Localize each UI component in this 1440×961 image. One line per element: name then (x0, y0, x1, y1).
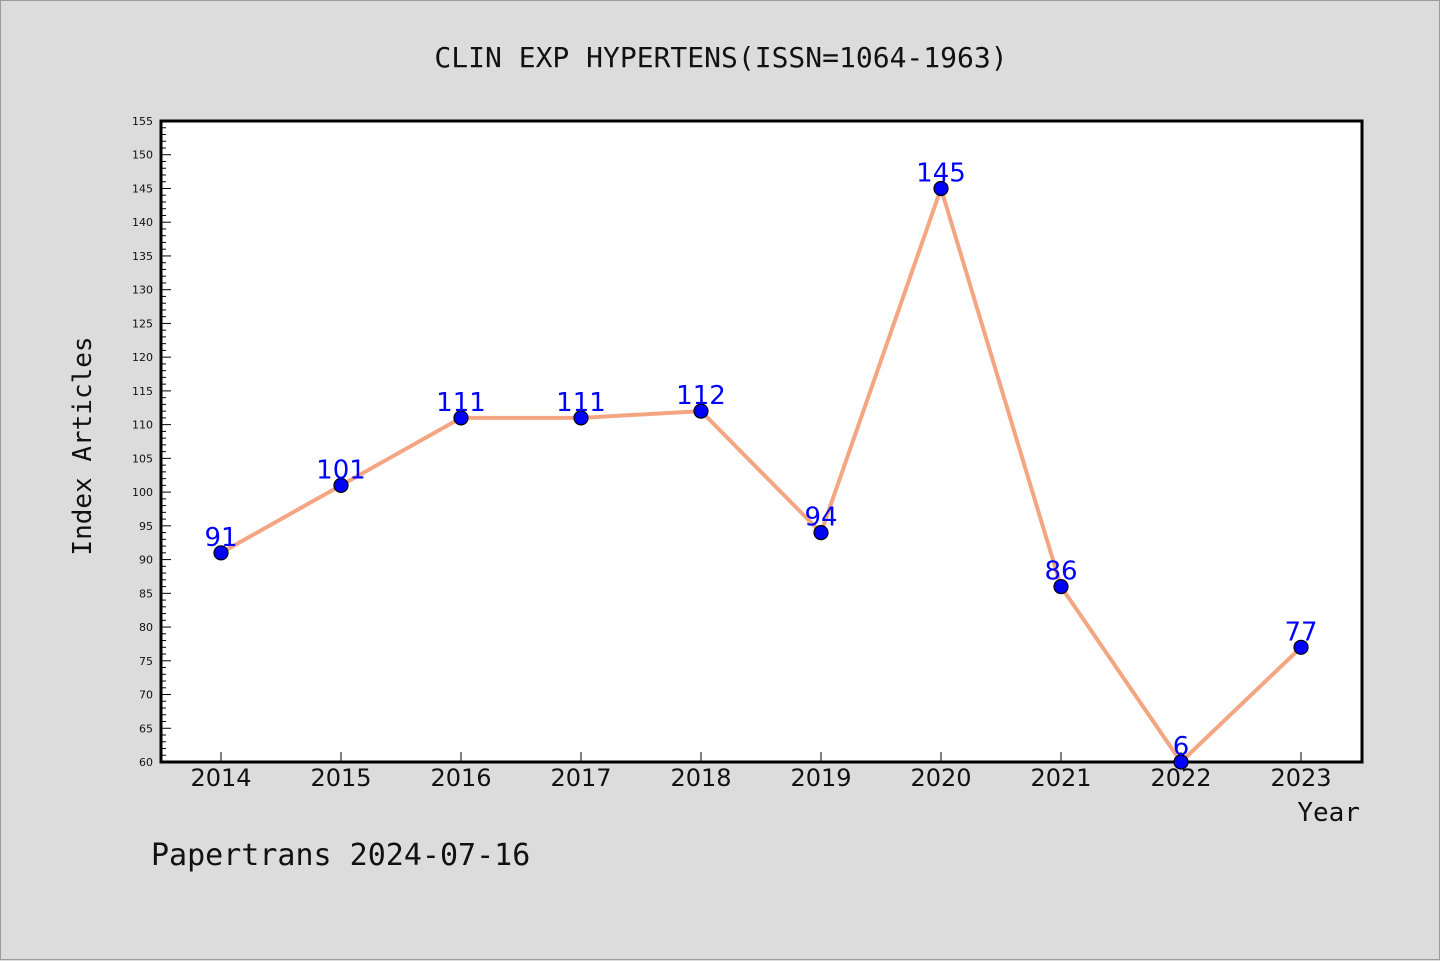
data-point (333, 477, 349, 493)
data-point (1173, 754, 1189, 770)
x-axis: 2014 2015 2016 2017 2018 2019 2020 2021 2022 2023 (190, 752, 1332, 792)
data-label: 77 (1284, 617, 1317, 647)
data-label: 94 (804, 503, 837, 533)
x-tick-label: 2021 (1030, 764, 1091, 792)
y-tick-label: 80 (139, 621, 153, 634)
data-point (933, 180, 949, 197)
x-tick-label: 2017 (550, 764, 611, 792)
y-tick-label: 125 (132, 317, 153, 330)
y-tick-label: 145 (132, 182, 153, 195)
x-tick-label: 2023 (1270, 764, 1331, 792)
data-point (693, 403, 709, 419)
series-polyline (220, 186, 1303, 764)
x-axis-label: Year (1297, 798, 1360, 828)
chart-title: CLIN EXP HYPERTENS(ISSN=1064-1963) (434, 41, 1007, 74)
data-label: 6 (1173, 732, 1190, 762)
y-tick-label: 110 (132, 419, 153, 432)
plot-area (159, 119, 1364, 764)
series-line (220, 186, 1303, 764)
data-label: 86 (1044, 557, 1077, 587)
y-tick-label: 135 (132, 250, 153, 263)
data-label: 91 (204, 523, 237, 553)
data-point (1053, 578, 1069, 595)
data-markers (213, 180, 1309, 770)
x-tick-label: 2019 (790, 764, 851, 792)
data-point (573, 410, 589, 426)
y-tick-label: 130 (132, 284, 153, 297)
y-tick-label: 95 (139, 520, 153, 533)
data-label: 145 (916, 158, 966, 188)
y-tick-label: 100 (132, 486, 153, 499)
x-tick-label: 2018 (670, 764, 731, 792)
y-tick-label: 140 (132, 216, 153, 229)
y-tick-label: 90 (139, 554, 153, 567)
data-label: 111 (436, 388, 486, 418)
y-tick-label: 60 (139, 756, 153, 769)
y-tick-label: 115 (132, 385, 153, 398)
y-tick-label: 70 (139, 689, 153, 702)
y-tick-label: 120 (132, 351, 153, 364)
data-point (813, 524, 829, 541)
y-axis-label: Index Articles (68, 336, 98, 555)
y-tick-label: 105 (132, 452, 153, 465)
x-tick-label: 2015 (310, 764, 371, 792)
y-tick-label: 65 (139, 722, 153, 735)
x-tick-label: 2020 (910, 764, 971, 792)
y-axis: 60 65 70 75 80 85 90 95 100 105 110 115 120 125 130 135… (132, 115, 171, 769)
y-tick-label: 75 (139, 655, 153, 668)
y-tick-label: 85 (139, 587, 153, 600)
data-label: 101 (316, 455, 366, 485)
y-tick-label: 155 (132, 115, 153, 128)
x-tick-label: 2016 (430, 764, 491, 792)
data-point (1293, 639, 1309, 655)
y-tick-label: 150 (132, 149, 153, 162)
data-point (453, 410, 469, 426)
footer-credit: Papertrans 2024-07-16 (151, 838, 530, 873)
x-tick-label: 2014 (190, 764, 251, 792)
data-label: 112 (676, 381, 726, 411)
data-label: 111 (556, 388, 606, 418)
data-labels: 91 101 111 111 112 94 145 86 6 77 (204, 158, 1317, 762)
data-point (213, 545, 229, 561)
